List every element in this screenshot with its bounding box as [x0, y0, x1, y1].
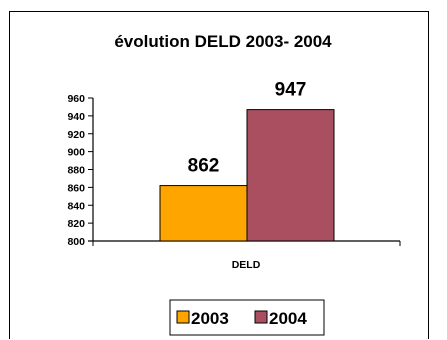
bar-2003	[159, 185, 248, 242]
y-tick-label: 900	[67, 147, 85, 159]
y-tick-label: 920	[67, 129, 85, 141]
y-tick-label: 840	[67, 200, 85, 212]
legend-swatch-2003	[176, 310, 190, 324]
data-label-group: 862 947	[188, 80, 307, 177]
legend-swatch-2004	[254, 310, 268, 324]
legend: 2003 2004	[169, 299, 325, 336]
legend-box	[169, 299, 325, 336]
chart-frame	[9, 11, 429, 339]
y-tick-label: 820	[67, 218, 85, 230]
bar-2004	[246, 109, 335, 242]
y-tick-label: 960	[67, 93, 85, 105]
y-tick-group: 960 940 920 900 880 860 840 820 800	[67, 93, 93, 248]
chart-title: évolution DELD 2003- 2004	[114, 32, 332, 51]
y-tick-label: 880	[67, 165, 85, 177]
y-tick-label: 940	[67, 111, 85, 123]
legend-label-2004: 2004	[269, 309, 307, 328]
x-category-label: DELD	[232, 259, 261, 271]
legend-label-2003: 2003	[191, 309, 229, 328]
y-tick-label: 860	[67, 182, 85, 194]
bar-group	[159, 109, 335, 242]
data-label-2004: 947	[275, 80, 307, 101]
data-label-2003: 862	[188, 156, 220, 177]
y-tick-label: 800	[67, 236, 85, 248]
